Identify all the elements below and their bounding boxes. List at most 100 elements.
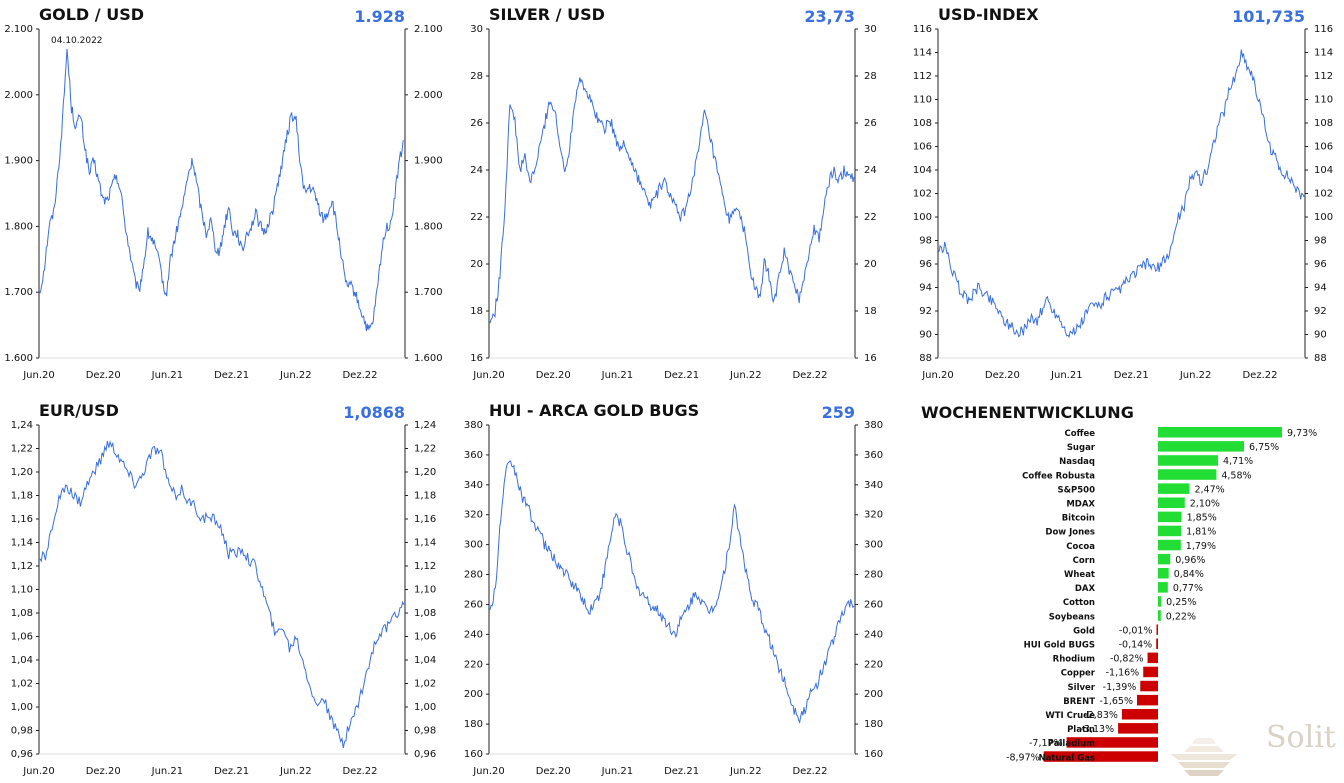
hui-ytick-label: 360 — [464, 450, 483, 461]
gold-xtick-label: Jun.21 — [151, 370, 184, 381]
weekly-value-label: 1,85% — [1187, 513, 1217, 524]
silver-ytick-label-right: 16 — [864, 353, 877, 364]
eurusd-ytick-label: 0,98 — [11, 726, 33, 737]
silver-ytick-label: 30 — [470, 24, 483, 35]
gold-ytick-label-right: 2.000 — [414, 90, 443, 101]
hui-ytick-label: 160 — [464, 749, 483, 760]
usd-index-xtick-label: Dez.21 — [1114, 370, 1149, 381]
hui-ytick-label-right: 240 — [864, 629, 883, 640]
eurusd-ytick-label: 0,96 — [11, 749, 33, 760]
eurusd-xtick-label: Jun.22 — [279, 766, 312, 777]
gold-xtick-label: Dez.22 — [342, 370, 377, 381]
weekly-category-label: Sugar — [1067, 443, 1096, 453]
gold-ytick-label: 1.700 — [4, 287, 33, 298]
hui-ytick-label: 200 — [464, 689, 483, 700]
weekly-value-label: 9,73% — [1287, 428, 1317, 439]
eurusd-ytick-label-right: 1,24 — [414, 420, 436, 431]
eurusd-ytick-label-right: 1,20 — [414, 467, 436, 478]
silver-title: SILVER / USD — [489, 5, 605, 24]
silver-ytick-label: 28 — [470, 71, 483, 82]
eur-usd-chart: 0,96 0,96 0,98 0,98 1,00 1,00 1,02 1,02 1,04 1,04… — [11, 420, 437, 777]
eurusd-ytick-label-right: 1,10 — [414, 585, 436, 596]
usd-index-ytick-label: 106 — [913, 142, 932, 153]
weekly-bar — [1143, 666, 1158, 678]
weekly-bar — [1158, 469, 1217, 480]
usd-index-ytick-label-right: 112 — [1314, 71, 1333, 82]
weekly-category-label: Coffee Robusta — [1022, 471, 1095, 481]
hui-ytick-label-right: 280 — [864, 570, 883, 581]
silver-ytick-label-right: 28 — [864, 71, 877, 82]
solit-logo-icon — [1170, 738, 1238, 776]
weekly-value-label: 2,10% — [1190, 499, 1220, 510]
weekly-category-label: MDAX — [1066, 500, 1095, 510]
hui-ytick-label: 380 — [464, 420, 483, 431]
weekly-category-label: Platin — [1067, 725, 1095, 735]
weekly-category-label: Palladium — [1048, 739, 1095, 749]
weekly-category-label: Wheat — [1064, 570, 1095, 580]
usd-index-ytick-label: 88 — [919, 353, 932, 364]
gold-ytick-label: 1.600 — [4, 353, 33, 364]
usd-index-price-line — [938, 49, 1305, 338]
usd-index-ytick-label: 102 — [913, 189, 932, 200]
usd-index-ytick-label-right: 104 — [1314, 165, 1333, 176]
eurusd-xtick-label: Jun.21 — [151, 766, 184, 777]
eurusd-ytick-label: 1,24 — [11, 420, 33, 431]
eurusd-ytick-label-right: 1,06 — [414, 632, 436, 643]
weekly-category-label: Gold — [1073, 626, 1095, 636]
silver-ytick-label-right: 18 — [864, 306, 877, 317]
usd-index-ytick-label: 112 — [913, 71, 932, 82]
silver-ytick-label-right: 20 — [864, 259, 877, 270]
weekly-value-label: -0,01% — [1119, 625, 1153, 636]
usd-index-ytick-label: 108 — [913, 118, 932, 129]
usd-index-ytick-label: 90 — [919, 330, 932, 341]
silver-xtick-label: Dez.21 — [664, 370, 699, 381]
hui-ytick-label: 300 — [464, 540, 483, 551]
hui-ytick-label: 180 — [464, 719, 483, 730]
usd-index-xtick-label: Dez.20 — [985, 370, 1020, 381]
silver-ytick-label-right: 30 — [864, 24, 877, 35]
eurusd-xtick-label: Jun.20 — [22, 766, 55, 777]
eurusd-ytick-label-right: 1,08 — [414, 608, 436, 619]
weekly-value-label: 0,84% — [1174, 569, 1204, 580]
eurusd-ytick-label: 1,02 — [11, 679, 33, 690]
weekly-value-label: -1,16% — [1106, 668, 1140, 679]
usd-index-chart: 88 88 90 90 92 92 94 94 96 96 98 98 100 100 102 102 104 1… — [913, 24, 1333, 381]
eurusd-ytick-label: 1,08 — [11, 608, 33, 619]
weekly-category-label: Cotton — [1063, 598, 1095, 608]
weekly-bar — [1158, 497, 1185, 508]
eurusd-ytick-label: 1,12 — [11, 561, 33, 572]
hui-title: HUI - ARCA GOLD BUGS — [489, 401, 700, 420]
weekly-value-label: 2,47% — [1194, 484, 1224, 495]
eurusd-value: 1,0868 — [343, 403, 405, 422]
gold-xtick-label: Dez.20 — [86, 370, 121, 381]
hui-xtick-label: Dez.22 — [792, 766, 827, 777]
silver-xtick-label: Jun.20 — [472, 370, 505, 381]
gold-xtick-label: Dez.21 — [214, 370, 249, 381]
gold-ytick-label-right: 2.100 — [414, 24, 443, 35]
watermark-text: Solit — [1266, 720, 1336, 755]
gold-ytick-label: 2.000 — [4, 90, 33, 101]
usd-index-value: 101,735 — [1232, 7, 1305, 26]
weekly-value-label: 4,71% — [1223, 456, 1253, 467]
weekly-title: WOCHENENTWICKLUNG — [921, 403, 1134, 422]
weekly-category-label: BRENT — [1063, 697, 1095, 707]
eurusd-ytick-label: 1,16 — [11, 514, 33, 525]
hui-ytick-label-right: 220 — [864, 659, 883, 670]
hui-xtick-label: Jun.22 — [729, 766, 762, 777]
silver-xtick-label: Jun.22 — [729, 370, 762, 381]
eurusd-ytick-label-right: 1,14 — [414, 538, 436, 549]
weekly-bar — [1158, 511, 1182, 523]
hui-ytick-label-right: 380 — [864, 420, 883, 431]
weekly-bar — [1158, 582, 1168, 593]
gold-ytick-label-right: 1.900 — [414, 156, 443, 167]
usd-index-xtick-label: Jun.22 — [1179, 370, 1212, 381]
silver-ytick-label: 16 — [470, 353, 483, 364]
silver-usd-chart: 16 16 18 18 20 20 22 22 24 24 26 26 28 28 30 30 Jun.20 De… — [470, 24, 877, 381]
hui-ytick-label-right: 160 — [864, 749, 883, 760]
usd-index-ytick-label: 98 — [919, 236, 932, 247]
silver-ytick-label: 22 — [470, 212, 483, 223]
weekly-value-label: 0,25% — [1166, 597, 1196, 608]
eurusd-ytick-label: 1,06 — [11, 632, 33, 643]
weekly-bar — [1158, 427, 1282, 438]
silver-ytick-label-right: 26 — [864, 118, 877, 129]
